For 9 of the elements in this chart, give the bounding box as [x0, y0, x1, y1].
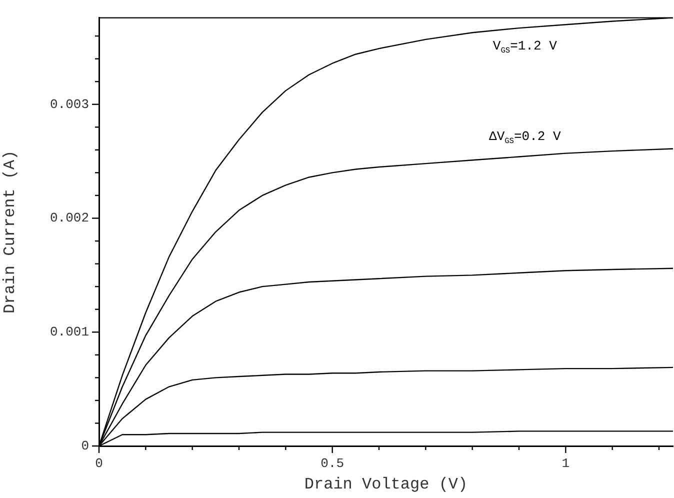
x-axis-title: Drain Voltage (V): [304, 476, 468, 494]
y-tick-label: 0: [81, 438, 89, 454]
x-tick-label: 0.5: [320, 456, 344, 472]
y-tick-label: 0.002: [50, 210, 89, 226]
x-tick-label: 1: [562, 456, 570, 472]
y-tick-label: 0.001: [50, 324, 90, 340]
x-tick-label: 0: [95, 456, 103, 472]
y-axis-title: Drain Current (A): [0, 150, 19, 314]
y-tick-label: 0.003: [50, 96, 89, 112]
